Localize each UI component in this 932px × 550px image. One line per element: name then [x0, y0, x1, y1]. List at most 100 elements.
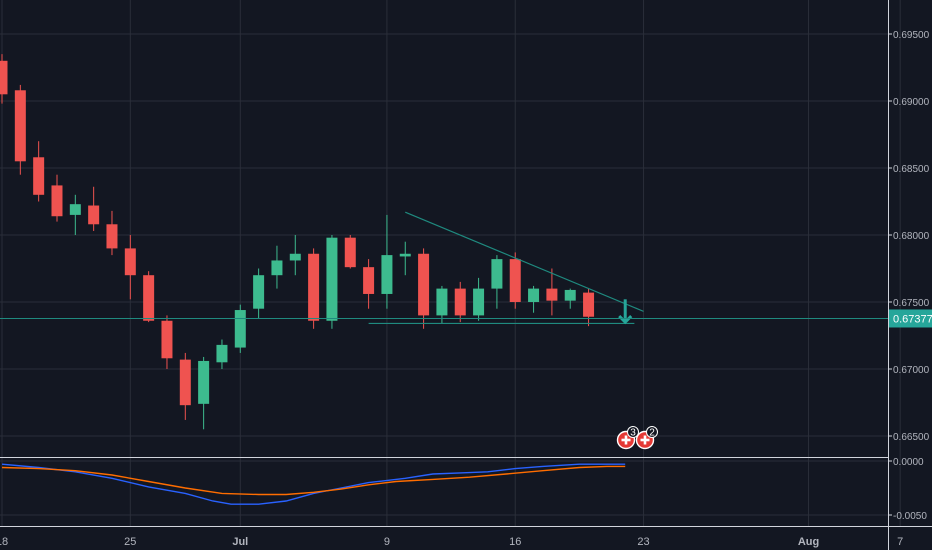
candle-body — [198, 360, 210, 404]
bullish-candle[interactable] — [491, 255, 503, 309]
bearish-candle[interactable] — [14, 84, 26, 175]
last-price-tag-bg — [889, 309, 932, 328]
bearish-candle[interactable] — [161, 315, 173, 369]
bearish-candle[interactable] — [88, 186, 100, 231]
x-tick-label: 7 — [897, 536, 903, 548]
bullish-candle[interactable] — [528, 285, 540, 313]
time-axis[interactable]: 1825Jul91623Aug71320 — [0, 536, 932, 548]
bearish-candle[interactable] — [363, 259, 375, 309]
macd-line[interactable] — [1, 463, 626, 505]
bullish-candle[interactable] — [271, 245, 283, 289]
cross-h — [640, 438, 650, 442]
macd-indicator-pane[interactable] — [1, 463, 626, 505]
x-tick-label: 16 — [509, 536, 521, 548]
descending-trendline[interactable] — [405, 211, 644, 312]
event-count-badge — [627, 426, 639, 438]
x-tick-label: 23 — [637, 536, 649, 548]
candle-body — [509, 259, 521, 302]
bullish-candle[interactable] — [326, 235, 338, 329]
bullish-candle[interactable] — [69, 194, 81, 235]
candle-body — [69, 204, 81, 215]
candle-body — [88, 205, 100, 225]
bearish-candle[interactable] — [143, 271, 155, 323]
indicator-tick-label: 0.0000 — [893, 457, 924, 468]
candle-body — [491, 259, 503, 289]
bullish-candle[interactable] — [216, 339, 228, 369]
candle-body — [179, 359, 191, 406]
candlestick-series[interactable] — [0, 54, 595, 430]
candle-body — [161, 320, 173, 359]
candle-body — [106, 224, 118, 249]
candle-body — [344, 237, 356, 268]
candle-body — [33, 157, 45, 195]
candle-body — [0, 60, 8, 95]
y-tick-label: 0.66500 — [893, 432, 930, 443]
y-tick-label: 0.67500 — [893, 298, 930, 309]
bearish-candle[interactable] — [418, 248, 430, 329]
bearish-candle[interactable] — [179, 352, 191, 420]
candle-body — [399, 253, 411, 257]
bearish-candle[interactable] — [124, 235, 136, 300]
candle-body — [14, 90, 26, 162]
candle-body — [363, 267, 375, 294]
event-flag-icon[interactable]: 2 — [635, 426, 658, 450]
candle-body — [583, 292, 595, 317]
candle-body — [326, 237, 338, 321]
x-tick-label: Aug — [798, 536, 819, 548]
price-axis[interactable]: 0.69500 0.69000 0.68500 0.68000 0.67500 0.670… — [888, 30, 932, 522]
candle-body — [234, 310, 246, 348]
bullish-candle[interactable] — [289, 235, 301, 276]
y-tick-label: 0.67000 — [893, 365, 930, 376]
event-count-label: 3 — [630, 428, 636, 439]
last-price-value: 0.67377 — [893, 313, 932, 325]
bullish-candle[interactable] — [399, 241, 411, 276]
signal-line[interactable] — [1, 465, 626, 496]
last-price-tag: 0.67377 — [889, 309, 932, 328]
candle-body — [381, 255, 393, 294]
bearish-candle[interactable] — [546, 268, 558, 316]
event-flag-icon[interactable]: 3 — [616, 426, 639, 450]
bearish-candle[interactable] — [454, 281, 466, 323]
bearish-candle[interactable] — [106, 210, 118, 256]
bearish-candle[interactable] — [583, 288, 595, 327]
bullish-candle[interactable] — [253, 268, 265, 319]
candle-body — [271, 260, 283, 276]
bullish-candle[interactable] — [436, 285, 448, 324]
candle-body — [418, 253, 430, 316]
bullish-candle[interactable] — [198, 356, 210, 430]
candle-body — [289, 253, 301, 261]
bearish-candle[interactable] — [308, 248, 320, 329]
candle-body — [546, 288, 558, 301]
y-tick-label: 0.68500 — [893, 164, 930, 175]
bullish-candle[interactable] — [473, 277, 485, 321]
candle-body — [51, 185, 63, 217]
candle-body — [124, 248, 136, 276]
bearish-candle[interactable] — [51, 174, 63, 222]
bearish-candle[interactable] — [33, 141, 45, 202]
x-tick-label: 18 — [0, 536, 8, 548]
y-tick-label: 0.69500 — [893, 30, 930, 41]
bullish-candle[interactable] — [564, 288, 576, 309]
bearish-candle[interactable] — [344, 235, 356, 269]
indicator-tick-label: -0.0050 — [893, 511, 927, 522]
event-count-label: 2 — [649, 428, 655, 439]
bearish-candle[interactable] — [0, 54, 8, 104]
candle-body — [216, 344, 228, 363]
candle-body — [253, 275, 265, 309]
x-tick-label: 9 — [384, 536, 390, 548]
candle-body — [564, 289, 576, 301]
bearish-candle[interactable] — [509, 252, 521, 309]
candle-body — [143, 275, 155, 321]
bullish-candle[interactable] — [381, 214, 393, 309]
candle-body — [528, 288, 540, 302]
cross-h — [621, 438, 631, 442]
bullish-candle[interactable] — [234, 304, 246, 353]
event-count-badge — [646, 426, 658, 438]
x-tick-label: 25 — [124, 536, 136, 548]
candle-body — [454, 288, 466, 316]
candle-body — [436, 288, 448, 316]
